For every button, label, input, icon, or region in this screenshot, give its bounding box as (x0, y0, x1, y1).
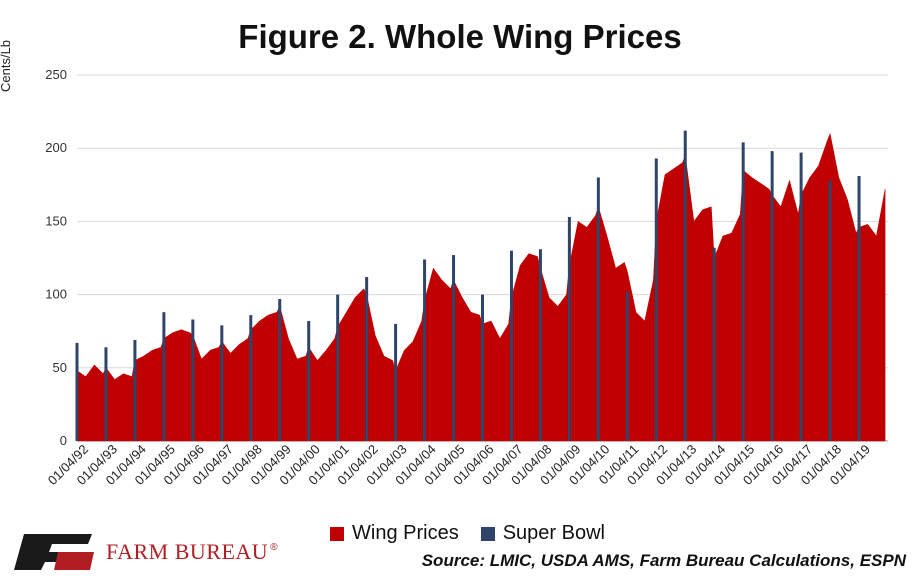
super-bowl-bar-1997 (220, 325, 224, 441)
super-bowl-bar-2006 (481, 294, 484, 441)
legend-item-wing-prices: Wing Prices (330, 522, 459, 545)
legend-swatch-super-bowl (480, 526, 495, 541)
source-note: Source: LMIC, USDA AMS, Farm Bureau Calc… (421, 551, 906, 570)
super-bowl-bar-2002 (365, 277, 369, 441)
legend: Wing Prices Super Bowl (330, 522, 605, 545)
legend-item-super-bowl: Super Bowl (480, 522, 605, 545)
super-bowl-bar-2013 (683, 130, 687, 441)
super-bowl-bar-2001 (336, 294, 340, 441)
super-bowl-bar-2010 (596, 177, 600, 442)
y-tick-label-150: 150 (45, 213, 67, 228)
fb-logo-mark-icon (14, 534, 94, 570)
super-bowl-bar-2019 (857, 176, 861, 442)
super-bowl-bar-2017 (799, 152, 803, 442)
super-bowl-bar-2012 (654, 158, 658, 441)
logo-text: FARM BUREAU (106, 539, 269, 564)
super-bowl-bar-1995 (162, 312, 166, 441)
super-bowl-bar-2004 (423, 259, 427, 441)
super-bowl-bar-2016 (770, 151, 774, 442)
y-tick-label-0: 0 (60, 433, 67, 448)
super-bowl-bar-1992 (75, 342, 79, 441)
super-bowl-bar-1998 (249, 315, 253, 441)
super-bowl-bar-1996 (191, 319, 195, 441)
super-bowl-bar-1999 (278, 298, 282, 441)
legend-label-super-bowl: Super Bowl (502, 522, 605, 544)
super-bowl-bar-2009 (567, 217, 571, 441)
chart-title: Figure 2. Whole Wing Prices (238, 18, 682, 55)
super-bowl-bar-2014 (712, 247, 716, 441)
super-bowl-bar-2015 (741, 142, 745, 441)
y-tick-label-50: 50 (53, 360, 67, 375)
super-bowl-bar-2003 (394, 323, 398, 441)
super-bowl-bar-2008 (538, 249, 542, 441)
legend-label-wing-prices: Wing Prices (352, 522, 459, 544)
logo-registered-mark: ® (270, 541, 278, 553)
super-bowl-bar-1994 (133, 339, 137, 441)
super-bowl-bar-2007 (509, 250, 513, 441)
chart-svg: 05010015020025001/04/9201/04/9301/04/940… (45, 67, 888, 488)
super-bowl-bar-2000 (307, 320, 311, 441)
farm-bureau-logo: FARM BUREAU ® (14, 532, 278, 572)
y-tick-label-200: 200 (45, 140, 67, 155)
super-bowl-bar-2018 (828, 180, 832, 441)
legend-swatch-wing-prices (330, 526, 344, 541)
y-tick-label-250: 250 (45, 67, 67, 82)
y-tick-label-100: 100 (45, 287, 67, 302)
super-bowl-bar-1993 (104, 347, 108, 441)
super-bowl-bar-2011 (625, 291, 629, 441)
super-bowl-bar-2005 (452, 255, 456, 441)
